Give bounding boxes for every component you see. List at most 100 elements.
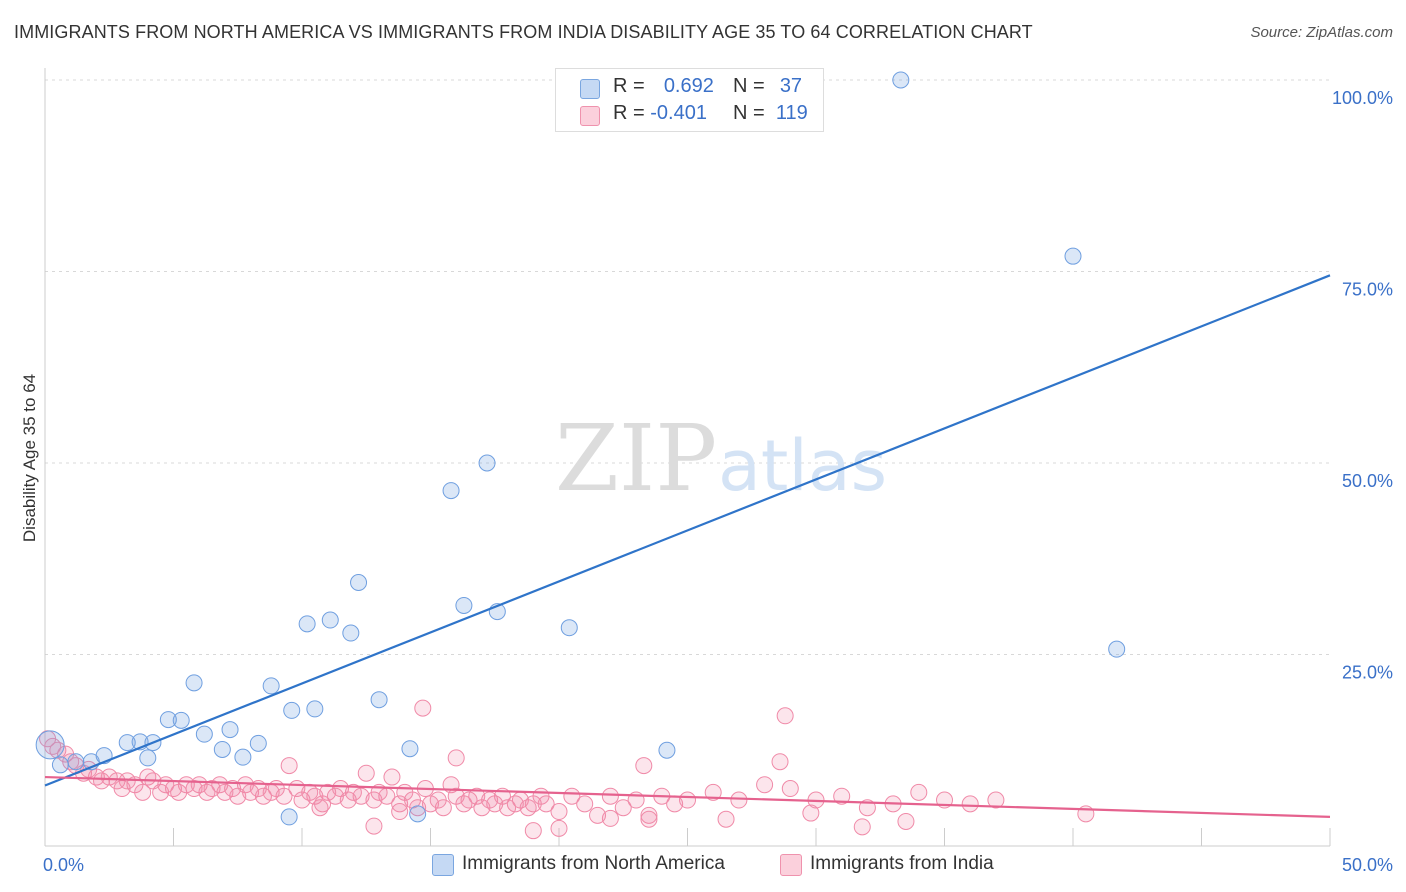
y-axis-label: Disability Age 35 to 64 [20, 374, 39, 542]
north-america-point [455, 596, 473, 614]
india-point [961, 795, 979, 813]
north-america-point [262, 677, 280, 695]
north-america-point [401, 740, 419, 758]
india-point [601, 809, 619, 827]
india-point [910, 783, 928, 801]
india-point [614, 799, 632, 817]
india-point [524, 822, 542, 840]
india-point [216, 783, 234, 801]
x-tick-label: 0.0% [43, 855, 84, 875]
north-america-point [560, 619, 578, 637]
north-america-point [478, 454, 496, 472]
y-tick-label: 75.0% [1342, 280, 1393, 300]
watermark: ZIP atlas [555, 405, 887, 512]
north-america-point [159, 711, 177, 729]
india-point [781, 780, 799, 798]
india-point [365, 817, 383, 835]
india-point [833, 787, 851, 805]
north-america-point [370, 691, 388, 709]
india-point [853, 818, 871, 836]
north-america-point [118, 734, 136, 752]
x-tick-label: 50.0% [1342, 855, 1393, 875]
tick-labels: 25.0% 50.0% 75.0% 100.0% 0.0% 50.0% [43, 88, 1393, 875]
india-swatch [580, 106, 600, 126]
y-tick-label: 50.0% [1342, 471, 1393, 491]
north-america-swatch [580, 79, 600, 99]
r-label: R = [613, 102, 645, 124]
source-label: Source: ZipAtlas.com [1250, 24, 1393, 41]
india-point [987, 791, 1005, 809]
legend-label: Immigrants from North America [462, 853, 725, 874]
india-trend-line [44, 775, 1331, 818]
india-point [319, 783, 337, 801]
north-america-point [306, 700, 324, 718]
north-america-point [185, 674, 203, 692]
india-point [897, 812, 915, 830]
india-point [203, 780, 221, 798]
r-value: 0.692 [663, 75, 714, 97]
n-value: 119 [775, 102, 808, 124]
india-point [280, 757, 298, 775]
y-tick-label: 100.0% [1332, 88, 1393, 108]
india-point [717, 810, 735, 828]
india-point [344, 783, 362, 801]
north-america-point [172, 711, 190, 729]
india-point [422, 795, 439, 813]
india-swatch [780, 854, 802, 876]
r-label: R = [613, 75, 645, 97]
india-point [771, 753, 789, 771]
north-america-point [249, 734, 267, 752]
n-text: N = 37 [733, 75, 802, 98]
north-america-point [35, 730, 65, 760]
india-point [776, 707, 794, 725]
n-label: N = [733, 75, 765, 97]
n-text: N = 119 [733, 102, 808, 125]
india-point [434, 799, 452, 817]
india-point [802, 804, 820, 822]
india-point [679, 791, 696, 809]
india-point [550, 803, 568, 821]
correlation-legend: R = 0.692 N = 37 R = -0.401 N = 119 [555, 68, 824, 132]
y-tick-label: 25.0% [1342, 663, 1393, 683]
india-point [576, 795, 594, 813]
north-america-points [35, 71, 1126, 826]
n-value: 37 [779, 75, 803, 97]
india-point [134, 783, 152, 801]
india-point [589, 806, 607, 824]
north-america-point [342, 624, 360, 642]
north-america-point [1064, 247, 1082, 265]
north-america-point [283, 701, 301, 719]
india-point [93, 772, 111, 790]
north-america-point [298, 615, 316, 633]
legend-label: Immigrants from India [810, 853, 994, 874]
north-america-trend-line [44, 274, 1331, 787]
india-point [730, 791, 748, 809]
india-points [39, 699, 1095, 840]
india-point [49, 741, 67, 759]
india-point [275, 787, 293, 805]
india-point [357, 764, 375, 782]
axis-layer [44, 68, 1331, 847]
india-point [635, 757, 653, 775]
r-text: R = -0.401 [613, 102, 707, 125]
india-point [550, 819, 568, 837]
india-point [414, 699, 432, 717]
india-point [391, 803, 409, 821]
north-america-point [1108, 640, 1126, 658]
n-label: N = [733, 102, 765, 124]
trend-lines [44, 274, 1331, 818]
north-america-point [280, 808, 298, 826]
north-america-point [442, 482, 460, 500]
india-point [704, 783, 722, 801]
r-text: R = 0.692 [613, 75, 714, 98]
watermark-zip: ZIP [555, 405, 717, 512]
watermark-atlas: atlas [718, 425, 887, 507]
north-america-point [409, 805, 427, 823]
north-america-point [51, 756, 69, 774]
india-point [460, 791, 478, 809]
india-point [447, 749, 465, 767]
north-america-point [321, 611, 339, 629]
north-america-point [892, 71, 910, 89]
india-point [601, 787, 619, 805]
